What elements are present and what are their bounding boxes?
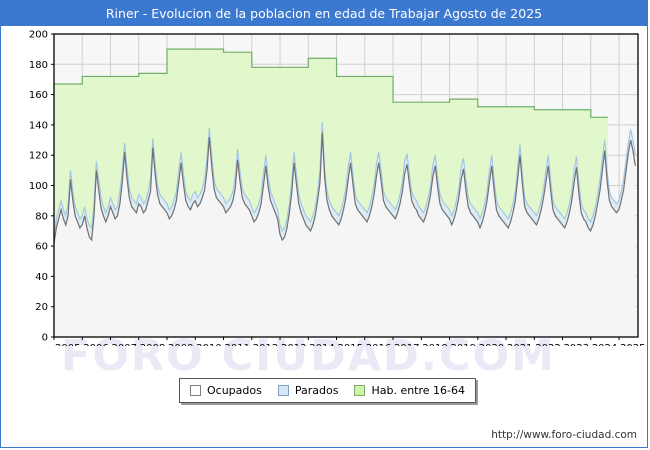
legend-swatch-hab-16-64 xyxy=(354,385,366,396)
svg-text:120: 120 xyxy=(29,151,48,162)
svg-text:2011: 2011 xyxy=(225,343,250,346)
svg-text:200: 200 xyxy=(29,30,48,41)
legend-label-hab-16-64: Hab. entre 16-64 xyxy=(371,384,466,397)
svg-text:2025: 2025 xyxy=(620,343,645,346)
x-axis-tick-labels: 20052006 2007200820092010 2011201220132014… xyxy=(55,343,646,346)
chart-svg: 0 20 40 60 80 100 120 140 160 180 200 20052006 2007… xyxy=(29,30,646,347)
svg-text:2013: 2013 xyxy=(281,343,306,346)
svg-text:2023: 2023 xyxy=(564,343,589,346)
svg-text:160: 160 xyxy=(29,90,48,101)
series-ocupados-line xyxy=(53,132,636,337)
svg-text:2005: 2005 xyxy=(55,343,80,346)
svg-text:60: 60 xyxy=(35,242,48,253)
svg-text:2007: 2007 xyxy=(112,343,137,346)
svg-text:2012: 2012 xyxy=(253,343,278,346)
svg-text:2019: 2019 xyxy=(451,343,476,346)
svg-text:2020: 2020 xyxy=(479,343,504,346)
svg-text:2024: 2024 xyxy=(592,343,617,346)
plot-area: 0 20 40 60 80 100 120 140 160 180 200 20052006 2007… xyxy=(1,26,647,347)
y-axis-tick-labels: 0 20 40 60 80 100 120 140 160 180 200 xyxy=(29,30,48,344)
svg-text:2017: 2017 xyxy=(394,343,419,346)
chart-legend: Ocupados Parados Hab. entre 16-64 xyxy=(179,378,477,403)
svg-text:2022: 2022 xyxy=(535,343,560,346)
svg-text:0: 0 xyxy=(42,333,48,344)
svg-text:2018: 2018 xyxy=(422,343,447,346)
svg-text:2009: 2009 xyxy=(168,343,193,346)
svg-text:2010: 2010 xyxy=(196,343,221,346)
svg-text:40: 40 xyxy=(35,272,48,283)
svg-text:2008: 2008 xyxy=(140,343,165,346)
axis-frame xyxy=(51,33,639,340)
svg-text:20: 20 xyxy=(35,302,48,313)
svg-text:80: 80 xyxy=(35,211,48,222)
svg-text:2016: 2016 xyxy=(366,343,391,346)
svg-text:140: 140 xyxy=(29,120,48,131)
svg-text:180: 180 xyxy=(29,60,48,71)
legend-swatch-parados xyxy=(277,385,289,396)
svg-text:2015: 2015 xyxy=(338,343,363,346)
page-title: Riner - Evolucion de la poblacion en eda… xyxy=(105,6,543,21)
legend-swatch-ocupados xyxy=(190,385,201,396)
svg-text:2006: 2006 xyxy=(83,343,108,346)
svg-text:100: 100 xyxy=(29,181,48,192)
legend-label-parados: Parados xyxy=(294,384,339,397)
legend-item-hab-16-64[interactable]: Hab. entre 16-64 xyxy=(354,384,465,397)
footer-url: http://www.foro-ciudad.com xyxy=(491,429,637,441)
window-title-bar: Riner - Evolucion de la poblacion en eda… xyxy=(1,1,647,26)
legend-item-ocupados[interactable]: Ocupados xyxy=(190,384,262,397)
svg-text:2021: 2021 xyxy=(507,343,532,346)
legend-label-ocupados: Ocupados xyxy=(207,384,262,397)
legend-item-parados[interactable]: Parados xyxy=(277,384,339,397)
